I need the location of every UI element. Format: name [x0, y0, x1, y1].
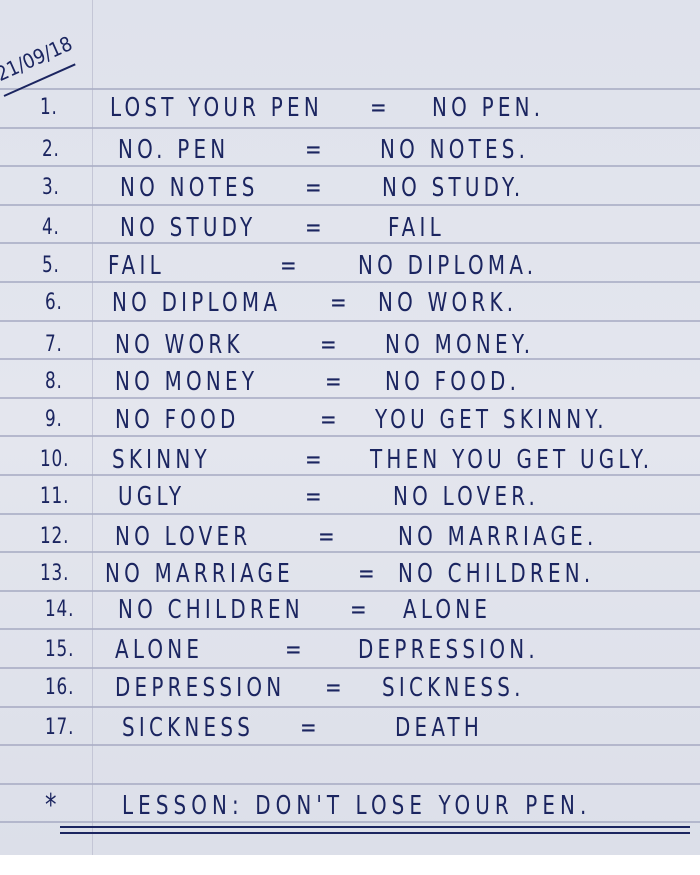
date: 21/09/18 [0, 31, 76, 86]
equals-sign: = [305, 135, 323, 165]
item-number: 10. [40, 447, 70, 472]
item-number: 12. [40, 524, 70, 549]
notebook-page: 21/09/18 1. LOST YOUR PEN = NO PEN. 2. NO. PE… [0, 0, 700, 855]
item-number: 8. [45, 369, 63, 394]
item-effect: NO NOTES. [380, 135, 530, 165]
item-effect: NO LOVER. [393, 482, 540, 512]
lesson-star: * [45, 788, 58, 823]
equals-sign: = [330, 288, 348, 318]
item-cause: NO DIPLOMA [112, 288, 282, 318]
item-number: 4. [42, 215, 60, 240]
ruled-line [0, 203, 700, 206]
ruled-line [0, 358, 700, 361]
equals-sign: = [300, 713, 318, 743]
equals-sign: = [325, 673, 343, 703]
item-effect: DEATH [395, 713, 484, 743]
item-number: 3. [42, 175, 60, 200]
item-cause: UGLY [118, 482, 186, 512]
item-effect: NO CHILDREN. [398, 559, 595, 589]
ruled-line [0, 821, 700, 824]
equals-sign: = [305, 173, 323, 203]
item-effect: ALONE [403, 595, 492, 625]
item-number: 17. [45, 715, 75, 740]
equals-sign: = [320, 405, 338, 435]
ruled-line [0, 435, 700, 438]
item-effect: NO MARRIAGE. [398, 522, 598, 552]
item-number: 14. [45, 597, 75, 622]
item-cause: NO STUDY [120, 213, 257, 243]
item-effect: NO PEN. [432, 93, 545, 123]
ruled-line [0, 319, 700, 322]
ruled-line [0, 667, 700, 669]
equals-sign: = [370, 93, 388, 123]
item-effect: YOU GET SKINNY. [375, 405, 608, 435]
lesson-underline [60, 832, 690, 834]
item-effect: NO STUDY. [382, 173, 525, 203]
item-number: 15. [45, 637, 75, 662]
item-number: 6. [45, 290, 63, 315]
equals-sign: = [350, 595, 368, 625]
equals-sign: = [320, 330, 338, 360]
item-cause: FAIL [108, 251, 165, 281]
equals-sign: = [358, 559, 376, 589]
item-effect: SICKNESS. [382, 673, 525, 703]
item-number: 1. [40, 95, 58, 120]
item-cause: DEPRESSION [115, 673, 286, 703]
item-effect: NO WORK. [378, 288, 518, 318]
item-effect: DEPRESSION. [358, 635, 539, 665]
ruled-line [0, 88, 700, 90]
equals-sign: = [318, 522, 336, 552]
item-cause: NO. PEN [118, 135, 230, 165]
ruled-line [0, 705, 700, 708]
ruled-line [0, 512, 700, 515]
item-cause: SKINNY [112, 445, 211, 475]
ruled-line [0, 396, 700, 399]
ruled-line [0, 242, 700, 245]
item-cause: NO WORK [115, 330, 244, 360]
item-cause: NO FOOD [115, 405, 240, 435]
item-cause: NO MONEY [115, 367, 259, 397]
ruled-line [0, 782, 700, 785]
equals-sign: = [325, 367, 343, 397]
item-effect: THEN YOU GET UGLY. [370, 445, 654, 475]
item-number: 5. [42, 253, 60, 278]
equals-sign: = [305, 445, 323, 475]
item-cause: NO NOTES [120, 173, 259, 203]
item-effect: FAIL [388, 213, 445, 243]
equals-sign: = [305, 213, 323, 243]
item-number: 11. [40, 484, 70, 509]
ruled-line [0, 744, 700, 747]
lesson-text: LESSON: DON'T LOSE YOUR PEN. [122, 791, 592, 821]
item-number: 9. [45, 407, 63, 432]
item-number: 7. [45, 332, 63, 357]
equals-sign: = [305, 482, 323, 512]
margin-line [92, 0, 93, 855]
item-cause: ALONE [115, 635, 204, 665]
item-cause: LOST YOUR PEN [110, 93, 323, 123]
item-number: 2. [42, 137, 60, 162]
equals-sign: = [280, 251, 298, 281]
ruled-line [0, 589, 700, 592]
ruled-line [0, 281, 700, 283]
ruled-line [0, 126, 700, 129]
item-effect: NO DIPLOMA. [358, 251, 538, 281]
ruled-line [0, 551, 700, 554]
item-cause: NO LOVER [115, 522, 252, 552]
ruled-line [0, 474, 700, 476]
item-cause: NO CHILDREN [118, 595, 304, 625]
item-number: 16. [45, 675, 75, 700]
equals-sign: = [285, 635, 303, 665]
lesson-underline [60, 826, 690, 828]
item-cause: SICKNESS [122, 713, 255, 743]
ruled-line [0, 628, 700, 631]
ruled-line [0, 165, 700, 168]
item-effect: NO MONEY. [385, 330, 535, 360]
item-cause: NO MARRIAGE [105, 559, 295, 589]
item-number: 13. [40, 561, 70, 586]
item-effect: NO FOOD. [385, 367, 521, 397]
